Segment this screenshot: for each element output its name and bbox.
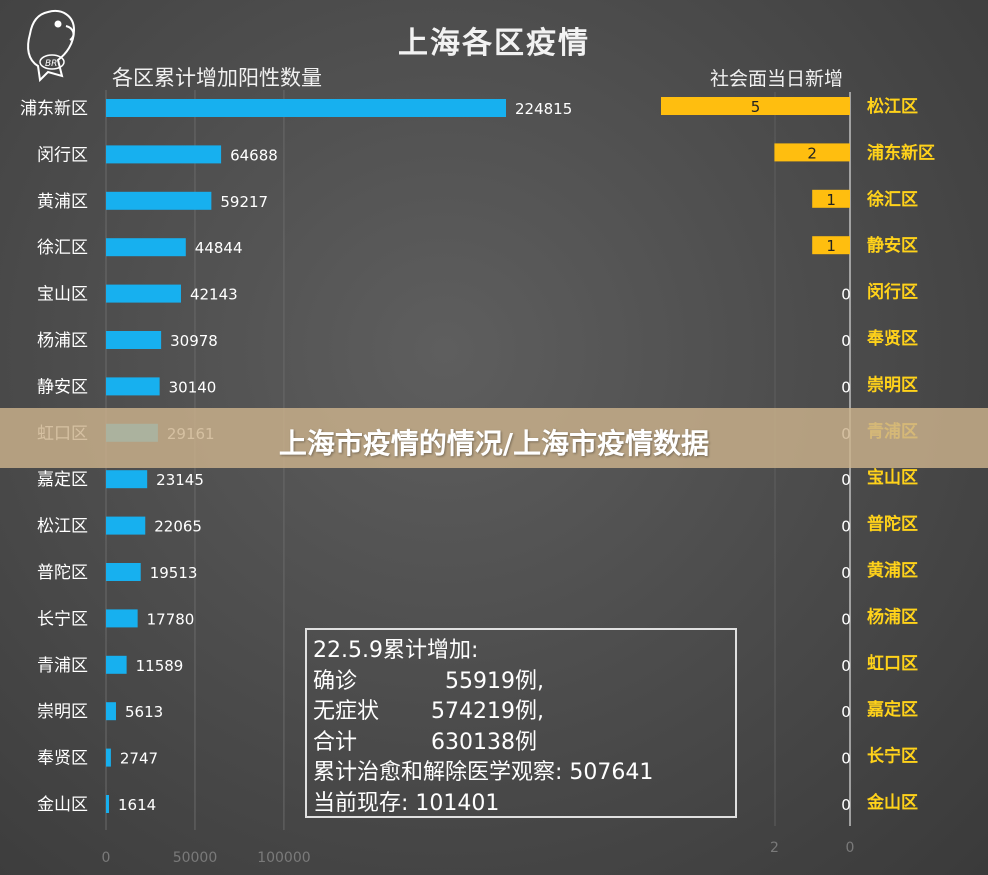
left-category-label: 金山区 <box>37 795 88 815</box>
left-category-label: 黄浦区 <box>37 192 88 212</box>
right-data-label: 0 <box>841 286 851 304</box>
left-data-label: 224815 <box>515 100 572 118</box>
right-data-label: 0 <box>841 564 851 582</box>
right-category-label: 虹口区 <box>867 654 918 674</box>
parrot-logo-icon: BR <box>27 10 76 83</box>
right-category-label: 普陀区 <box>867 514 918 535</box>
right-data-label: 0 <box>841 796 851 814</box>
right-category-label: 长宁区 <box>867 746 918 767</box>
right-x-tick-label: 2 <box>770 840 779 856</box>
left-category-label: 长宁区 <box>37 609 88 629</box>
left-category-label: 闵行区 <box>37 145 88 165</box>
left-bar <box>106 748 111 767</box>
left-data-label: 59217 <box>220 193 268 211</box>
left-bar <box>106 331 162 349</box>
left-data-label: 5613 <box>125 703 163 721</box>
right-category-label: 金山区 <box>866 792 918 813</box>
left-bar <box>106 145 222 164</box>
right-data-label: 0 <box>841 471 851 489</box>
right-data-label: 0 <box>841 378 851 396</box>
right-data-label: 0 <box>841 610 851 628</box>
left-bar <box>106 516 146 535</box>
right-data-label: 2 <box>807 144 817 162</box>
left-bar <box>106 702 116 721</box>
left-data-label: 30978 <box>170 332 218 350</box>
left-category-label: 崇明区 <box>37 702 88 722</box>
left-data-label: 17780 <box>147 610 195 628</box>
right-data-label: 0 <box>841 657 851 675</box>
summary-note-box: 22.5.9累计增加: 确诊 55919例, 无症状 574219例, 合计 6301… <box>305 628 737 818</box>
left-x-tick-label: 50000 <box>173 850 218 866</box>
overlay-banner-text: 上海市疫情的情况/上海市疫情数据 <box>278 427 710 460</box>
right-category-label: 黄浦区 <box>867 560 918 581</box>
right-bar <box>812 189 850 208</box>
right-bar <box>774 143 850 162</box>
right-category-label: 闵行区 <box>867 282 918 303</box>
left-bar <box>106 377 160 396</box>
right-category-label: 杨浦区 <box>867 606 918 627</box>
left-bar <box>106 99 506 117</box>
left-data-label: 44844 <box>195 239 243 257</box>
note-line-asymptomatic: 无症状 574219例, <box>313 699 544 724</box>
left-category-label: 杨浦区 <box>37 331 88 351</box>
left-data-label: 30140 <box>169 378 217 396</box>
note-line-recovered: 累计治愈和解除医学观察: 507641 <box>313 760 654 785</box>
left-bar <box>106 609 138 628</box>
left-category-label: 浦东新区 <box>20 99 88 119</box>
right-category-label: 徐汇区 <box>866 189 918 210</box>
left-data-label: 11589 <box>136 657 184 675</box>
left-bar <box>106 191 212 210</box>
right-category-label: 宝山区 <box>867 467 918 488</box>
chart-title: 上海各区疫情 <box>398 26 590 61</box>
left-category-label: 徐汇区 <box>37 238 88 258</box>
left-x-tick-label: 100000 <box>257 850 310 866</box>
left-data-label: 64688 <box>230 146 278 164</box>
left-bar <box>106 284 181 303</box>
left-data-label: 23145 <box>156 471 204 489</box>
right-data-label: 0 <box>841 703 851 721</box>
left-data-label: 22065 <box>154 518 202 536</box>
left-data-label: 1614 <box>118 796 156 814</box>
right-category-label: 浦东新区 <box>867 142 935 163</box>
right-category-label: 崇明区 <box>867 375 918 395</box>
left-chart-subtitle: 各区累计增加阳性数量 <box>112 66 322 90</box>
note-line-confirmed: 确诊 55919例, <box>313 668 544 694</box>
note-line-total: 合计 630138例 <box>313 729 537 755</box>
left-bar <box>106 563 141 581</box>
overlay-banner <box>0 408 988 468</box>
right-data-label: 0 <box>841 750 851 768</box>
left-bar <box>106 655 127 674</box>
left-bar <box>106 470 148 489</box>
left-data-label: 42143 <box>190 286 238 304</box>
right-bar <box>661 97 850 115</box>
right-category-label: 嘉定区 <box>866 699 918 720</box>
left-category-label: 奉贤区 <box>37 749 88 769</box>
right-data-label: 0 <box>841 332 851 350</box>
right-data-label: 5 <box>751 98 761 116</box>
right-category-label: 静安区 <box>867 235 918 256</box>
left-bar <box>106 238 186 257</box>
left-category-label: 青浦区 <box>37 656 88 676</box>
note-title: 22.5.9累计增加: <box>313 638 479 663</box>
right-category-label: 松江区 <box>867 96 918 117</box>
left-category-label: 宝山区 <box>37 285 88 305</box>
left-x-tick-label: 0 <box>102 850 111 866</box>
svg-text:BR: BR <box>45 59 57 69</box>
left-data-label: 2747 <box>120 750 158 768</box>
left-bar <box>106 795 109 813</box>
left-category-label: 松江区 <box>37 517 88 537</box>
right-bar <box>812 236 850 255</box>
right-data-label: 1 <box>826 237 836 255</box>
right-data-label: 1 <box>826 191 836 209</box>
right-category-label: 奉贤区 <box>866 328 918 349</box>
note-line-current: 当前现存: 101401 <box>313 790 500 816</box>
left-category-label: 静安区 <box>37 377 88 397</box>
right-chart-subtitle: 社会面当日新增 <box>709 68 843 90</box>
right-data-label: 0 <box>841 518 851 536</box>
left-data-label: 19513 <box>150 564 198 582</box>
right-x-tick-label: 0 <box>846 840 855 856</box>
left-category-label: 普陀区 <box>37 563 88 583</box>
left-category-label: 嘉定区 <box>37 470 88 490</box>
